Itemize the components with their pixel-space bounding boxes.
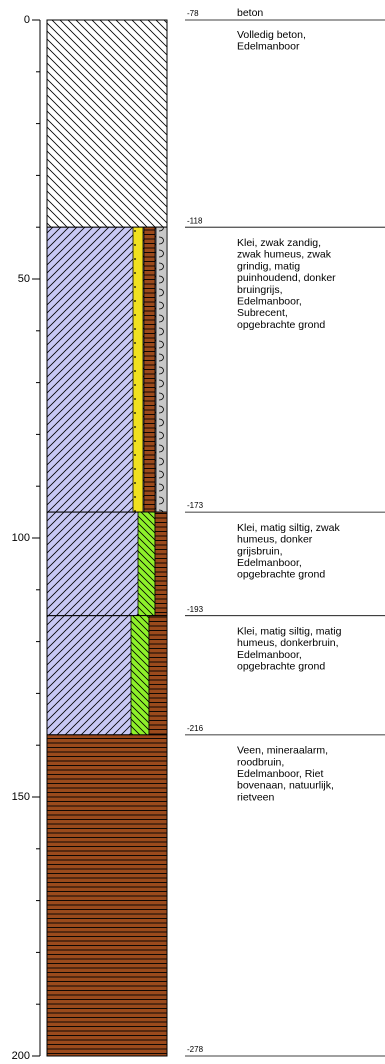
soil-component: [138, 512, 155, 616]
level-label: -278: [187, 1045, 204, 1054]
tick-label: 200: [12, 1050, 30, 1062]
layer-description: opgebrachte grond: [237, 319, 325, 331]
layer-description: Veen, mineraalarm,: [237, 745, 328, 757]
layer-description: humeus, donker: [237, 534, 313, 546]
page: {"axis": {"ylim": [0, 200], "yticks": [0…: [0, 0, 385, 1064]
level-label: -118: [187, 216, 203, 225]
layer-description: Edelmanboor, Riet: [237, 768, 323, 780]
layer-description: grindig, matig: [237, 260, 300, 272]
soil-component: [144, 227, 155, 512]
layer-description: Klei, matig siltig, zwak: [237, 522, 340, 534]
level-label: -78: [187, 9, 199, 18]
layer-description: Volledig beton,: [237, 29, 306, 41]
soil-component: [156, 227, 167, 512]
layer-description: Edelmanboor,: [237, 557, 302, 569]
layer-description: bovenaan, natuurlijk,: [237, 780, 334, 792]
soil-layer: [47, 20, 167, 227]
soil-layer: [47, 735, 167, 1056]
tick-label: 50: [18, 273, 30, 285]
soil-component: [155, 512, 167, 616]
soil-component: [131, 616, 149, 735]
layer-description: Edelmanboor,: [237, 649, 302, 661]
level-label: -216: [187, 724, 204, 733]
tick-label: 150: [12, 791, 30, 803]
tick-label: 0: [24, 14, 30, 26]
layer-description: Edelmanboor,: [237, 295, 302, 307]
level-label: -193: [187, 605, 204, 614]
layer-description: Subrecent,: [237, 307, 288, 319]
layer-description: Klei, zwak zandig,: [237, 237, 321, 249]
layer-description: opgebrachte grond: [237, 569, 325, 581]
layer-description: humeus, donkerbruin,: [237, 637, 339, 649]
layer-description: Edelmanboor: [237, 40, 300, 52]
layer-description: grijsbruin,: [237, 545, 283, 557]
layer-description: bruingrijs,: [237, 284, 283, 296]
layer-description: zwak humeus, zwak: [237, 249, 332, 261]
tick-label: 100: [12, 532, 30, 544]
borehole-log: -78 beton Volledig beton,Edelmanboor -118 Kl…: [0, 0, 385, 1064]
layer-name: beton: [237, 7, 263, 19]
layer-description: opgebrachte grond: [237, 661, 325, 673]
layer-description: puinhoudend, donker: [237, 272, 336, 284]
layer-description: rietveen: [237, 791, 275, 803]
soil-component: [133, 227, 143, 512]
level-label: -173: [187, 501, 204, 510]
soil-component: [149, 616, 167, 735]
layer-description: roodbruin,: [237, 756, 284, 768]
layer-description: Klei, matig siltig, matig: [237, 625, 342, 637]
